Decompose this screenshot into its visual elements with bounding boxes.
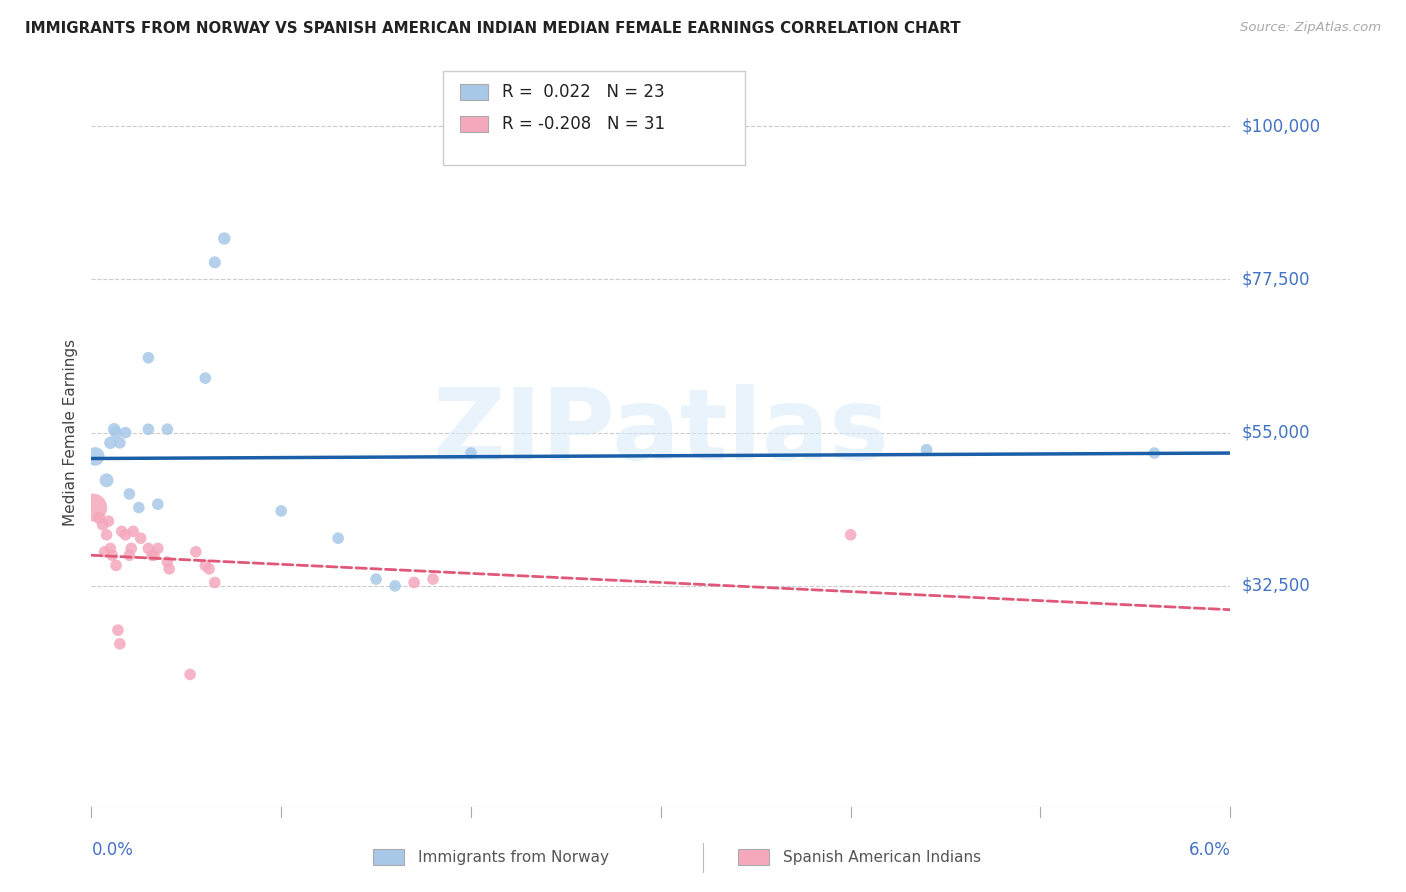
Text: IMMIGRANTS FROM NORWAY VS SPANISH AMERICAN INDIAN MEDIAN FEMALE EARNINGS CORRELA: IMMIGRANTS FROM NORWAY VS SPANISH AMERIC… <box>25 21 960 36</box>
Point <box>204 255 226 269</box>
Point <box>204 575 226 590</box>
Point <box>93 545 115 559</box>
Point <box>114 528 136 542</box>
Point <box>138 351 160 365</box>
Text: Spanish American Indians: Spanish American Indians <box>783 850 981 864</box>
Point <box>118 548 141 562</box>
Text: ZIPatlas: ZIPatlas <box>433 384 889 481</box>
Point <box>84 450 107 464</box>
Point <box>364 572 387 586</box>
Point <box>198 562 221 576</box>
Point <box>143 548 166 562</box>
Text: R =  0.022   N = 23: R = 0.022 N = 23 <box>502 83 665 101</box>
Point <box>214 231 236 245</box>
Point <box>108 637 131 651</box>
Point <box>138 541 160 556</box>
Point <box>129 531 152 545</box>
Text: $77,500: $77,500 <box>1241 270 1310 288</box>
Point <box>103 422 125 436</box>
Point <box>87 510 110 524</box>
Point <box>179 667 201 681</box>
Point <box>91 517 114 532</box>
Text: $32,500: $32,500 <box>1241 577 1310 595</box>
Point <box>146 497 169 511</box>
Point <box>156 555 179 569</box>
Text: 6.0%: 6.0% <box>1188 840 1230 859</box>
Point <box>82 500 104 515</box>
Point <box>156 422 179 436</box>
Point <box>111 524 134 539</box>
Text: Source: ZipAtlas.com: Source: ZipAtlas.com <box>1240 21 1381 34</box>
Point <box>96 528 118 542</box>
Point <box>101 548 124 562</box>
Point <box>146 541 169 556</box>
Point <box>98 541 122 556</box>
Point <box>141 548 163 562</box>
Point <box>114 425 136 440</box>
Point <box>194 371 217 385</box>
Point <box>194 558 217 573</box>
Point <box>460 446 482 460</box>
Point <box>839 528 862 542</box>
Text: $55,000: $55,000 <box>1241 424 1310 442</box>
Point <box>1143 446 1166 460</box>
Point <box>384 579 406 593</box>
Text: Immigrants from Norway: Immigrants from Norway <box>418 850 609 864</box>
Text: $100,000: $100,000 <box>1241 117 1320 135</box>
Point <box>97 514 120 528</box>
Point <box>270 504 292 518</box>
Y-axis label: Median Female Earnings: Median Female Earnings <box>62 339 77 526</box>
Point <box>96 473 118 487</box>
Point <box>120 541 142 556</box>
Point <box>326 531 349 545</box>
Point <box>105 558 128 573</box>
Point <box>98 435 122 450</box>
Point <box>915 442 938 457</box>
Point <box>422 572 444 586</box>
Point <box>105 425 128 440</box>
Point <box>122 524 145 539</box>
Text: 0.0%: 0.0% <box>91 840 134 859</box>
Point <box>404 575 426 590</box>
Text: R = -0.208   N = 31: R = -0.208 N = 31 <box>502 115 665 133</box>
Point <box>138 422 160 436</box>
Point <box>184 545 207 559</box>
Point <box>118 487 141 501</box>
Point <box>157 562 180 576</box>
Point <box>128 500 150 515</box>
Point <box>108 435 131 450</box>
Point <box>107 623 129 637</box>
